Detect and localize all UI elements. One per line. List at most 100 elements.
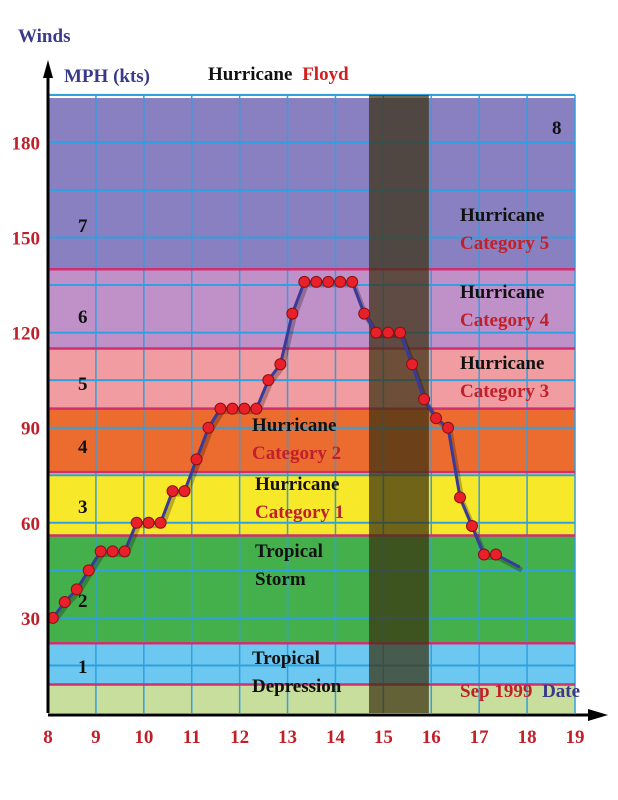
band-subtitle: Depression	[252, 676, 342, 697]
y-tick-label: 180	[12, 133, 41, 154]
data-point	[178, 485, 191, 498]
band-title: Tropical	[255, 541, 323, 562]
band-boundaries	[48, 267, 575, 686]
x-tick-label: 17	[470, 727, 490, 748]
data-point	[322, 275, 335, 288]
data-point	[70, 583, 83, 596]
data-point	[382, 326, 395, 339]
y-tick-label: 30	[21, 609, 40, 630]
x-tick-label: 11	[183, 727, 201, 748]
wind-series	[46, 275, 524, 624]
data-point	[346, 275, 359, 288]
band-0	[48, 684, 575, 713]
data-point	[118, 545, 131, 558]
x-axis-arrow-icon	[588, 709, 608, 721]
data-point	[82, 564, 95, 577]
data-point	[274, 358, 287, 371]
band-subtitle: Category 1	[255, 502, 344, 523]
y-axis-arrow-icon	[43, 60, 53, 78]
x-axis-title-part1: Sep 1999	[460, 681, 532, 702]
y-axis-unit: MPH (kts)	[64, 66, 150, 87]
band-4	[48, 408, 575, 473]
band-number: 1	[78, 657, 88, 678]
x-tick-label: 13	[278, 727, 297, 748]
data-point	[142, 516, 155, 529]
data-point	[489, 548, 502, 561]
data-point	[465, 519, 478, 532]
data-point	[214, 402, 227, 415]
band-title: Hurricane	[460, 353, 544, 374]
band-number: 3	[78, 497, 88, 518]
data-point	[477, 548, 490, 561]
band-number: 8	[552, 118, 562, 139]
band-labels: 1 Tropical Depression 2 Tropical Storm 3 Hurric…	[78, 118, 562, 697]
x-tick-label: 18	[518, 727, 537, 748]
band-number: 6	[78, 307, 88, 328]
y-tick-label: 120	[12, 324, 41, 345]
data-point	[130, 516, 143, 529]
chart-title: Hurricane Floyd	[208, 64, 349, 85]
y-tick-label: 150	[12, 229, 41, 250]
chart-title-part1: Hurricane	[208, 64, 292, 85]
y-axis-title: Winds	[18, 26, 70, 47]
x-tick-label: 19	[566, 727, 585, 748]
data-point	[406, 358, 419, 371]
data-point	[262, 374, 275, 387]
band-title: Hurricane	[255, 474, 339, 495]
data-point	[202, 421, 215, 434]
axes	[43, 60, 608, 721]
category-bands	[48, 98, 575, 713]
band-title: Hurricane	[460, 282, 544, 303]
data-point	[226, 402, 239, 415]
band-number: 5	[78, 374, 88, 395]
band-number: 2	[78, 591, 88, 612]
data-point	[418, 393, 431, 406]
y-tick-label: 60	[21, 514, 40, 535]
data-point	[442, 421, 455, 434]
data-point	[106, 545, 119, 558]
data-point	[190, 453, 203, 466]
band-title: Hurricane	[252, 415, 336, 436]
data-point	[250, 402, 263, 415]
band-number: 7	[78, 216, 88, 237]
data-point	[370, 326, 383, 339]
band-5	[48, 348, 575, 409]
data-point	[166, 485, 179, 498]
band-subtitle: Category 3	[460, 381, 549, 402]
data-point	[58, 596, 71, 609]
band-subtitle: Category 2	[252, 443, 341, 464]
x-tick-label: 14	[326, 727, 346, 748]
data-point	[394, 326, 407, 339]
data-point	[358, 307, 371, 320]
x-axis-title: Sep 1999 Date	[460, 681, 580, 702]
x-tick-label: 10	[134, 727, 153, 748]
data-point	[298, 275, 311, 288]
band-subtitle: Category 5	[460, 233, 549, 254]
x-tick-label: 12	[230, 727, 249, 748]
shaded-period	[368, 95, 429, 713]
y-tick-label: 90	[21, 419, 40, 440]
band-number: 4	[78, 437, 88, 458]
chart-title-part2: Floyd	[302, 64, 349, 85]
x-tick-label: 16	[422, 727, 441, 748]
x-axis-title-part2: Date	[542, 681, 580, 702]
band-subtitle: Storm	[255, 569, 306, 590]
data-point	[454, 491, 467, 504]
data-point	[310, 275, 323, 288]
band-title: Tropical	[252, 648, 320, 669]
data-point	[430, 412, 443, 425]
data-point	[334, 275, 347, 288]
data-point	[154, 516, 167, 529]
band-subtitle: Category 4	[460, 310, 550, 331]
data-point	[286, 307, 299, 320]
data-point	[94, 545, 107, 558]
band-7	[48, 98, 575, 270]
x-tick-label: 8	[43, 727, 53, 748]
band-title: Hurricane	[460, 205, 544, 226]
x-tick-label: 9	[91, 727, 101, 748]
x-tick-label: 15	[374, 727, 393, 748]
data-point	[238, 402, 251, 415]
band-1	[48, 643, 575, 685]
